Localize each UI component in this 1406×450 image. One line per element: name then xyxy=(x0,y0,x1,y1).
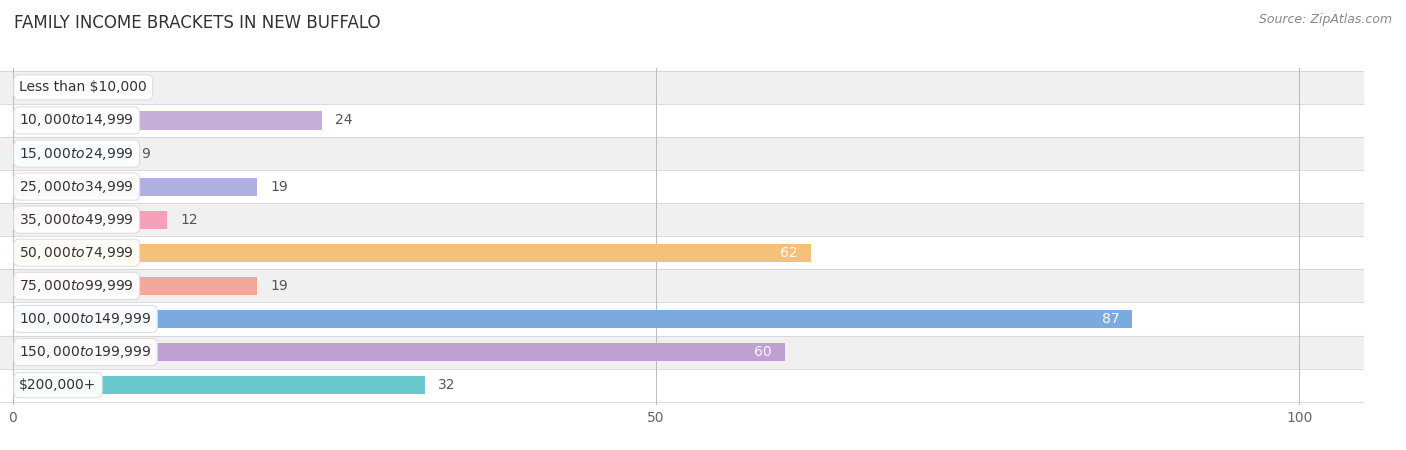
Text: $25,000 to $34,999: $25,000 to $34,999 xyxy=(20,179,134,194)
Text: FAMILY INCOME BRACKETS IN NEW BUFFALO: FAMILY INCOME BRACKETS IN NEW BUFFALO xyxy=(14,14,381,32)
Bar xyxy=(13,376,425,394)
Bar xyxy=(0,203,1364,236)
Text: 9: 9 xyxy=(142,147,150,161)
Text: 19: 19 xyxy=(270,279,288,293)
Text: 87: 87 xyxy=(1102,312,1119,326)
Text: 12: 12 xyxy=(180,213,198,227)
Text: $10,000 to $14,999: $10,000 to $14,999 xyxy=(20,112,134,128)
Bar xyxy=(0,236,1364,270)
Text: $75,000 to $99,999: $75,000 to $99,999 xyxy=(20,278,134,294)
Text: $50,000 to $74,999: $50,000 to $74,999 xyxy=(20,245,134,261)
Bar xyxy=(0,302,1364,336)
Text: 0: 0 xyxy=(25,81,35,94)
Bar xyxy=(13,211,167,229)
Text: Source: ZipAtlas.com: Source: ZipAtlas.com xyxy=(1258,14,1392,27)
Text: $200,000+: $200,000+ xyxy=(20,378,97,392)
Bar xyxy=(13,343,785,361)
Text: $150,000 to $199,999: $150,000 to $199,999 xyxy=(20,344,152,360)
Bar xyxy=(0,270,1364,302)
Text: $15,000 to $24,999: $15,000 to $24,999 xyxy=(20,145,134,162)
Bar xyxy=(0,336,1364,369)
Text: $100,000 to $149,999: $100,000 to $149,999 xyxy=(20,311,152,327)
Bar xyxy=(0,104,1364,137)
Text: 24: 24 xyxy=(335,113,352,127)
Text: Less than $10,000: Less than $10,000 xyxy=(20,81,148,94)
Bar xyxy=(13,244,811,262)
Text: 60: 60 xyxy=(755,345,772,359)
Bar xyxy=(0,369,1364,402)
Bar xyxy=(13,144,129,162)
Bar xyxy=(0,71,1364,104)
Bar xyxy=(13,310,1132,328)
Bar xyxy=(13,277,257,295)
Bar xyxy=(0,137,1364,170)
Text: 19: 19 xyxy=(270,180,288,194)
Text: $35,000 to $49,999: $35,000 to $49,999 xyxy=(20,212,134,228)
Text: 62: 62 xyxy=(780,246,797,260)
Bar xyxy=(13,177,257,196)
Bar xyxy=(0,170,1364,203)
Bar xyxy=(13,111,322,130)
Text: 32: 32 xyxy=(437,378,456,392)
